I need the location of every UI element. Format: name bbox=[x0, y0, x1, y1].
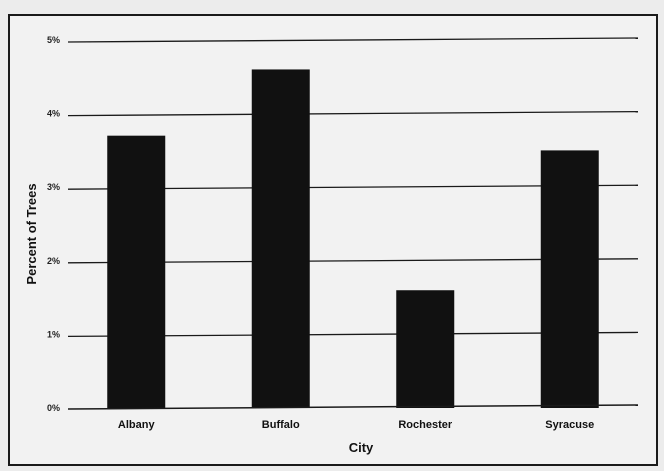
bar-chart: 0% 1% 2% 3% 4% 5% Albany Buffalo Rochester Syrac… bbox=[24, 35, 639, 455]
y-tick-label: 4% bbox=[47, 109, 60, 119]
y-tick-label: 2% bbox=[47, 256, 60, 266]
bars bbox=[107, 69, 599, 408]
x-tick-label-rochester: Rochester bbox=[398, 419, 453, 431]
x-axis-line bbox=[67, 404, 639, 410]
y-tick-label: 0% bbox=[47, 403, 60, 413]
y-tick-label: 3% bbox=[47, 182, 60, 192]
gridline bbox=[67, 37, 639, 43]
y-tick-label: 5% bbox=[47, 35, 60, 45]
bar-albany bbox=[107, 135, 166, 408]
chart-frame: 0% 1% 2% 3% 4% 5% Albany Buffalo Rochester Syrac… bbox=[8, 14, 658, 466]
x-tick-label-albany: Albany bbox=[118, 419, 156, 431]
gridline bbox=[67, 110, 639, 117]
x-tick-labels: Albany Buffalo Rochester Syracuse bbox=[118, 419, 594, 431]
bar-syracuse bbox=[540, 150, 599, 408]
bar-buffalo bbox=[251, 69, 310, 408]
y-tick-label: 1% bbox=[47, 329, 60, 339]
x-tick-label-buffalo: Buffalo bbox=[262, 419, 300, 431]
y-axis-title: Percent of Trees bbox=[24, 183, 39, 284]
x-tick-label-syracuse: Syracuse bbox=[545, 419, 594, 431]
bar-rochester bbox=[396, 290, 455, 408]
y-tick-labels: 0% 1% 2% 3% 4% 5% bbox=[47, 35, 60, 413]
x-axis-title: City bbox=[349, 440, 374, 455]
